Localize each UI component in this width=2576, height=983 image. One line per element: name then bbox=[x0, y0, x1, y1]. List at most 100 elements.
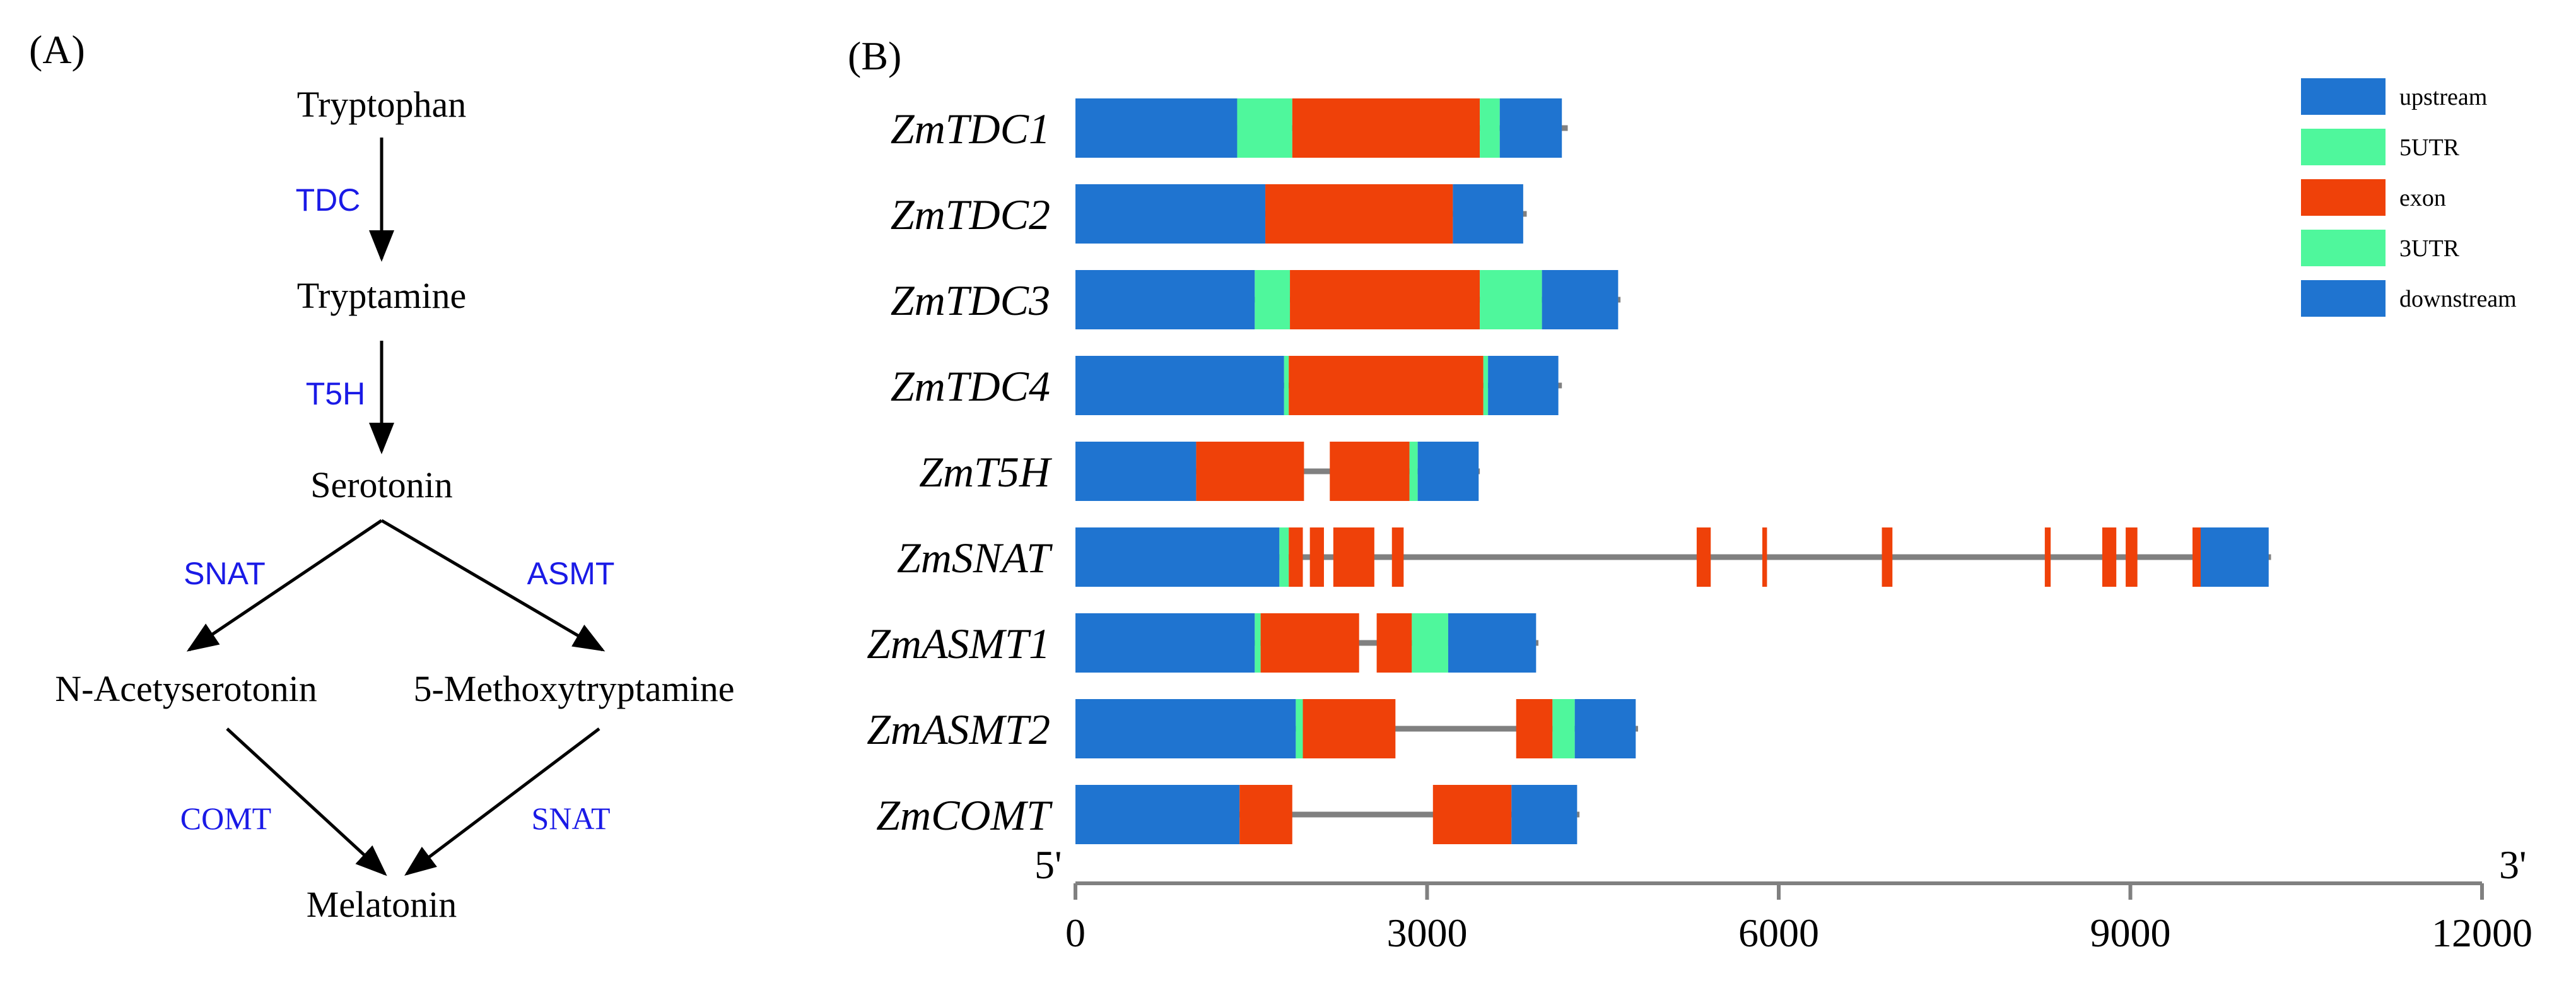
upstream-segment-zmtdc2-0 bbox=[1075, 184, 1266, 244]
downstream-segment-zmtdc2-2 bbox=[1453, 184, 1523, 244]
gene-label-zmcomt: ZmCOMT bbox=[876, 791, 1053, 839]
exon-segment-zmsnat-5 bbox=[1391, 527, 1404, 587]
utr5-segment-zmsnat-1 bbox=[1279, 527, 1289, 587]
utr3-segment-zmtdc1-3 bbox=[1480, 98, 1500, 158]
utr5-segment-zmtdc4-1 bbox=[1284, 356, 1289, 415]
utr5-segment-zmasmt2-1 bbox=[1296, 699, 1303, 758]
utr5-segment-zmasmt1-1 bbox=[1255, 613, 1261, 673]
utr3-segment-zmasmt1-4 bbox=[1412, 613, 1448, 673]
downstream-segment-zmtdc1-4 bbox=[1499, 98, 1562, 158]
gene-row-zmtdc3: ZmTDC3 bbox=[891, 270, 1621, 329]
gene-row-zmtdc2: ZmTDC2 bbox=[891, 184, 1527, 244]
legend-label-downstream: downstream bbox=[2399, 286, 2517, 312]
legend-label-upstream: upstream bbox=[2399, 84, 2487, 110]
gene-row-zmt5h: ZmT5H bbox=[919, 442, 1480, 501]
gene-row-zmsnat: ZmSNAT bbox=[897, 527, 2271, 587]
gene-label-zmsnat: ZmSNAT bbox=[897, 534, 1053, 582]
gene-row-zmcomt: ZmCOMT bbox=[876, 785, 1580, 844]
exon-segment-zmsnat-12 bbox=[2192, 527, 2201, 587]
exon-segment-zmt5h-1 bbox=[1196, 442, 1304, 501]
legend-label-utr3: 3UTR bbox=[2399, 235, 2460, 262]
legend-swatch-upstream bbox=[2301, 78, 2386, 115]
downstream-segment-zmtdc4-4 bbox=[1488, 356, 1559, 415]
utr5-segment-zmtdc1-1 bbox=[1237, 98, 1292, 158]
downstream-segment-zmsnat-13 bbox=[2201, 527, 2269, 587]
exon-segment-zmsnat-8 bbox=[1882, 527, 1893, 587]
compound-tryptamine: Tryptamine bbox=[296, 275, 467, 316]
exon-segment-zmsnat-10 bbox=[2102, 527, 2117, 587]
gene-label-zmasmt1: ZmASMT1 bbox=[867, 620, 1050, 668]
arrow-methoxytryptamine-to-melatonin bbox=[404, 727, 600, 876]
enzyme-snat-right-label: SNAT bbox=[531, 801, 611, 836]
upstream-segment-zmasmt2-0 bbox=[1075, 699, 1296, 758]
gene-row-zmasmt2: ZmASMT2 bbox=[867, 699, 1638, 758]
gene-row-zmtdc1: ZmTDC1 bbox=[891, 98, 1568, 158]
utr3-segment-zmtdc3-3 bbox=[1480, 270, 1542, 329]
five-prime-label: 5' bbox=[1034, 842, 1062, 887]
exon-segment-zmsnat-11 bbox=[2126, 527, 2138, 587]
panel-b-label: (B) bbox=[848, 33, 901, 78]
utr5-segment-zmtdc3-1 bbox=[1255, 270, 1291, 329]
upstream-segment-zmsnat-0 bbox=[1075, 527, 1280, 587]
compound-serotonin: Serotonin bbox=[310, 464, 453, 505]
upstream-segment-zmtdc3-0 bbox=[1075, 270, 1255, 329]
upstream-segment-zmcomt-0 bbox=[1075, 785, 1240, 844]
exon-segment-zmsnat-9 bbox=[2044, 527, 2051, 587]
exon-segment-zmsnat-2 bbox=[1289, 527, 1303, 587]
downstream-segment-zmcomt-3 bbox=[1511, 785, 1578, 844]
downstream-segment-zmasmt1-5 bbox=[1448, 613, 1537, 673]
exon-segment-zmasmt2-3 bbox=[1516, 699, 1553, 758]
exon-segment-zmsnat-6 bbox=[1696, 527, 1711, 587]
legend-swatch-utr5 bbox=[2301, 129, 2386, 165]
gene-label-zmtdc1: ZmTDC1 bbox=[891, 105, 1050, 153]
legend-swatch-downstream bbox=[2301, 280, 2386, 317]
exon-segment-zmcomt-1 bbox=[1239, 785, 1292, 844]
exon-segment-zmsnat-7 bbox=[1762, 527, 1767, 587]
exon-segment-zmtdc4-2 bbox=[1289, 356, 1484, 415]
gene-label-zmtdc4: ZmTDC4 bbox=[891, 362, 1050, 410]
downstream-segment-zmasmt2-5 bbox=[1574, 699, 1636, 758]
exon-segment-zmtdc1-2 bbox=[1292, 98, 1480, 158]
exon-segment-zmtdc3-2 bbox=[1290, 270, 1480, 329]
utr3-segment-zmasmt2-4 bbox=[1552, 699, 1575, 758]
utr3-segment-zmt5h-3 bbox=[1409, 442, 1418, 501]
legend-label-utr5: 5UTR bbox=[2399, 134, 2460, 161]
gene-label-zmasmt2: ZmASMT2 bbox=[867, 705, 1050, 753]
enzyme-tdc-label: TDC bbox=[295, 182, 361, 218]
arrow-n-acetylserotonin-to-melatonin bbox=[226, 727, 387, 876]
gene-label-zmtdc3: ZmTDC3 bbox=[891, 276, 1050, 324]
x-tick-label-3000: 3000 bbox=[1387, 910, 1468, 955]
compound-tryptophan: Tryptophan bbox=[296, 84, 467, 125]
exon-segment-zmt5h-2 bbox=[1330, 442, 1410, 501]
utr3-segment-zmtdc4-3 bbox=[1483, 356, 1489, 415]
gene-row-zmtdc4: ZmTDC4 bbox=[891, 356, 1562, 415]
exon-segment-zmtdc2-1 bbox=[1265, 184, 1453, 244]
downstream-segment-zmt5h-4 bbox=[1417, 442, 1479, 501]
gene-label-zmt5h: ZmT5H bbox=[919, 448, 1053, 496]
arrow-serotonin-to-n-acetylserotonin bbox=[186, 519, 383, 652]
upstream-segment-zmasmt1-0 bbox=[1075, 613, 1255, 673]
upstream-segment-zmtdc4-0 bbox=[1075, 356, 1284, 415]
exon-segment-zmsnat-3 bbox=[1309, 527, 1324, 587]
legend-swatch-utr3 bbox=[2301, 230, 2386, 266]
exon-segment-zmasmt1-2 bbox=[1260, 613, 1359, 673]
exon-segment-zmcomt-2 bbox=[1432, 785, 1512, 844]
compound-5-methoxytryptamine: 5-Methoxytryptamine bbox=[413, 668, 735, 709]
pathway-arrows bbox=[186, 138, 606, 876]
upstream-segment-zmt5h-0 bbox=[1075, 442, 1197, 501]
exon-segment-zmasmt2-2 bbox=[1303, 699, 1396, 758]
x-tick-label-0: 0 bbox=[1065, 910, 1086, 955]
x-tick-label-12000: 12000 bbox=[2432, 910, 2532, 955]
gene-label-zmtdc2: ZmTDC2 bbox=[891, 191, 1050, 238]
x-tick-label-6000: 6000 bbox=[1738, 910, 1819, 955]
upstream-segment-zmtdc1-0 bbox=[1075, 98, 1238, 158]
enzyme-comt-label: COMT bbox=[180, 801, 272, 836]
panel-a-label: (A) bbox=[29, 27, 85, 72]
enzyme-t5h-label: T5H bbox=[305, 376, 366, 411]
enzyme-asmt-label: ASMT bbox=[527, 556, 615, 591]
exon-segment-zmasmt1-3 bbox=[1376, 613, 1412, 673]
downstream-segment-zmtdc3-4 bbox=[1542, 270, 1619, 329]
legend-label-exon: exon bbox=[2399, 185, 2446, 211]
enzyme-snat-left-label: SNAT bbox=[184, 556, 266, 591]
